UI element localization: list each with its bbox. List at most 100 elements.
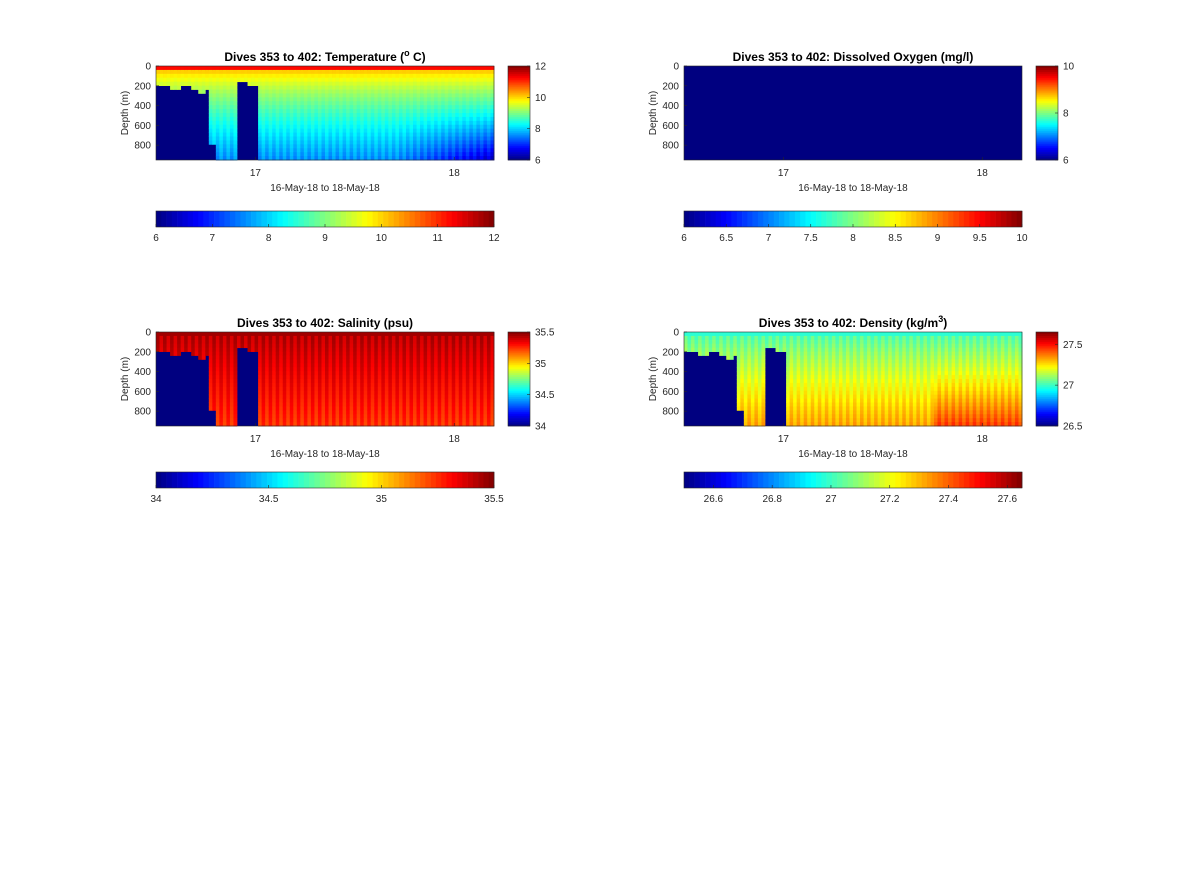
colorbar-bottom-segment <box>446 211 453 227</box>
colorbar-right-segment <box>508 367 530 370</box>
heatmap-cell <box>413 152 417 157</box>
heatmap-cell <box>342 69 347 75</box>
heatmap-cell <box>265 363 270 368</box>
heatmap-cell <box>729 335 734 341</box>
heatmap-cell <box>395 339 400 345</box>
heatmap-cell <box>159 339 164 345</box>
heatmap-cell <box>363 136 368 141</box>
colorbar-bottom-segment <box>161 211 167 227</box>
colorbar-right-segment <box>508 424 530 427</box>
heatmap-cell <box>370 73 375 79</box>
heatmap-cell <box>395 124 400 130</box>
heatmap-cell <box>321 422 326 427</box>
heatmap-cell <box>810 398 815 403</box>
colorbar-bottom-segment <box>351 211 357 227</box>
heatmap-cell <box>455 418 460 423</box>
heatmap-cell <box>205 335 210 341</box>
heatmap-cell <box>321 97 326 102</box>
heatmap-cell <box>469 343 474 349</box>
heatmap-cell <box>476 398 481 403</box>
heatmap-cell <box>328 379 333 384</box>
heatmap-cell <box>356 394 361 399</box>
heatmap-cell <box>384 124 389 130</box>
heatmap-cell <box>391 359 396 364</box>
heatmap-cell <box>367 116 372 122</box>
heatmap-cell <box>455 124 460 130</box>
heatmap-cell <box>747 332 752 337</box>
heatmap-cell <box>346 73 351 79</box>
heatmap-cell <box>293 116 298 122</box>
heatmap-cell <box>282 379 287 384</box>
heatmap-cell <box>219 66 224 71</box>
heatmap-cell <box>346 355 351 360</box>
heatmap-cell <box>222 136 227 141</box>
heatmap-cell <box>472 379 477 384</box>
heatmap-cell <box>405 335 410 341</box>
heatmap-cell <box>339 351 343 356</box>
heatmap-cell <box>275 414 280 419</box>
heatmap-cell <box>307 77 312 83</box>
heatmap-cell <box>289 93 294 98</box>
heatmap-cell <box>339 101 343 106</box>
heatmap-cell <box>272 136 277 141</box>
heatmap-cell <box>381 343 386 349</box>
heatmap-cell <box>757 398 762 403</box>
colorbar-bottom-segment <box>156 211 162 227</box>
heatmap-cell <box>476 156 481 161</box>
heatmap-cell <box>282 97 287 102</box>
heatmap-cell <box>472 97 477 102</box>
heatmap-cell <box>472 113 477 118</box>
heatmap-cell <box>332 89 336 94</box>
heatmap-cell <box>807 355 812 360</box>
heatmap-cell <box>455 148 460 153</box>
heatmap-cell <box>367 156 372 161</box>
heatmap-cell <box>486 386 491 392</box>
heatmap-cell <box>229 414 234 419</box>
heatmap-cell <box>282 414 287 419</box>
heatmap-cell <box>317 347 322 352</box>
heatmap-cell <box>402 359 407 364</box>
heatmap-cell <box>451 101 456 106</box>
heatmap-cell <box>800 390 805 396</box>
heatmap-cell <box>398 402 403 407</box>
heatmap-cell <box>750 414 755 419</box>
heatmap-cell <box>353 156 358 161</box>
colorbar-right-segment <box>1036 71 1058 75</box>
heatmap-cell <box>402 89 407 94</box>
heatmap-cell <box>310 402 315 407</box>
heatmap-cell <box>384 359 389 364</box>
heatmap-cell <box>215 81 220 86</box>
heatmap-cell <box>420 375 424 380</box>
heatmap-cell <box>793 343 798 349</box>
heatmap-cell <box>796 343 801 349</box>
heatmap-cell <box>402 97 407 102</box>
heatmap-cell <box>275 66 280 71</box>
heatmap-cell <box>796 386 801 392</box>
heatmap-cell <box>754 335 759 341</box>
heatmap-cell <box>317 148 322 153</box>
heatmap-cell <box>413 85 417 90</box>
heatmap-cell <box>335 93 340 98</box>
heatmap-cell <box>384 355 389 360</box>
heatmap-cell <box>761 347 766 352</box>
heatmap-cell <box>226 379 231 384</box>
heatmap-cell <box>476 105 481 110</box>
heatmap-cell <box>409 128 414 133</box>
heatmap-cell <box>427 148 432 153</box>
heatmap-cell <box>303 128 308 133</box>
heatmap-cell <box>772 332 776 337</box>
heatmap-cell <box>286 124 291 130</box>
heatmap-cell <box>296 367 301 372</box>
colorbar-bottom-segment <box>214 211 220 227</box>
heatmap-cell <box>437 367 442 372</box>
heatmap-cell <box>356 124 361 130</box>
heatmap-cell <box>420 128 424 133</box>
heatmap-cell <box>353 132 358 137</box>
heatmap-cell <box>388 406 393 411</box>
heatmap-cell <box>810 343 815 349</box>
heatmap-cell <box>356 379 361 384</box>
heatmap-cell <box>342 418 347 423</box>
heatmap-cell <box>441 66 446 71</box>
heatmap-cell <box>441 332 446 337</box>
heatmap-cell <box>423 152 428 157</box>
